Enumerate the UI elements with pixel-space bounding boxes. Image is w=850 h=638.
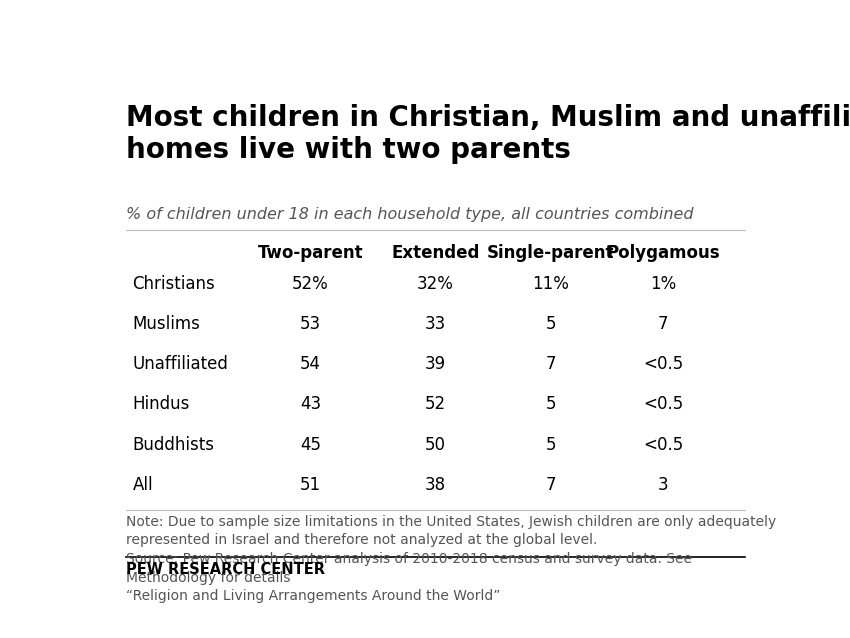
Text: 3: 3	[658, 476, 668, 494]
Text: 7: 7	[546, 476, 556, 494]
Text: 33: 33	[425, 315, 446, 333]
Text: Source: Pew Research Center analysis of 2010-2018 census and survey data. See: Source: Pew Research Center analysis of …	[126, 552, 692, 566]
Text: 50: 50	[425, 436, 446, 454]
Text: Polygamous: Polygamous	[606, 244, 720, 262]
Text: All: All	[133, 476, 153, 494]
Text: represented in Israel and therefore not analyzed at the global level.: represented in Israel and therefore not …	[126, 533, 598, 547]
Text: Hindus: Hindus	[133, 396, 190, 413]
Text: 52%: 52%	[292, 274, 329, 293]
Text: 7: 7	[546, 355, 556, 373]
Text: Unaffiliated: Unaffiliated	[133, 355, 229, 373]
Text: Christians: Christians	[133, 274, 215, 293]
Text: 52: 52	[425, 396, 446, 413]
Text: Most children in Christian, Muslim and unaffiliated
homes live with two parents: Most children in Christian, Muslim and u…	[126, 103, 850, 164]
Text: Methodology for details: Methodology for details	[126, 571, 291, 585]
Text: 53: 53	[300, 315, 321, 333]
Text: 32%: 32%	[417, 274, 454, 293]
Text: 5: 5	[546, 396, 556, 413]
Text: 11%: 11%	[532, 274, 570, 293]
Text: 5: 5	[546, 315, 556, 333]
Text: 38: 38	[425, 476, 446, 494]
Text: Single-parent: Single-parent	[487, 244, 615, 262]
Text: 39: 39	[425, 355, 446, 373]
Text: % of children under 18 in each household type, all countries combined: % of children under 18 in each household…	[126, 207, 694, 222]
Text: <0.5: <0.5	[643, 355, 683, 373]
Text: Two-parent: Two-parent	[258, 244, 363, 262]
Text: PEW RESEARCH CENTER: PEW RESEARCH CENTER	[126, 562, 325, 577]
Text: 43: 43	[300, 396, 321, 413]
Text: 54: 54	[300, 355, 321, 373]
Text: 7: 7	[658, 315, 668, 333]
Text: Extended: Extended	[392, 244, 479, 262]
Text: 51: 51	[300, 476, 321, 494]
Text: 45: 45	[300, 436, 321, 454]
Text: <0.5: <0.5	[643, 436, 683, 454]
Text: “Religion and Living Arrangements Around the World”: “Religion and Living Arrangements Around…	[126, 590, 501, 604]
Text: Buddhists: Buddhists	[133, 436, 214, 454]
Text: 1%: 1%	[649, 274, 676, 293]
Text: Note: Due to sample size limitations in the United States, Jewish children are o: Note: Due to sample size limitations in …	[126, 515, 776, 529]
Text: <0.5: <0.5	[643, 396, 683, 413]
Text: 5: 5	[546, 436, 556, 454]
Text: Muslims: Muslims	[133, 315, 201, 333]
